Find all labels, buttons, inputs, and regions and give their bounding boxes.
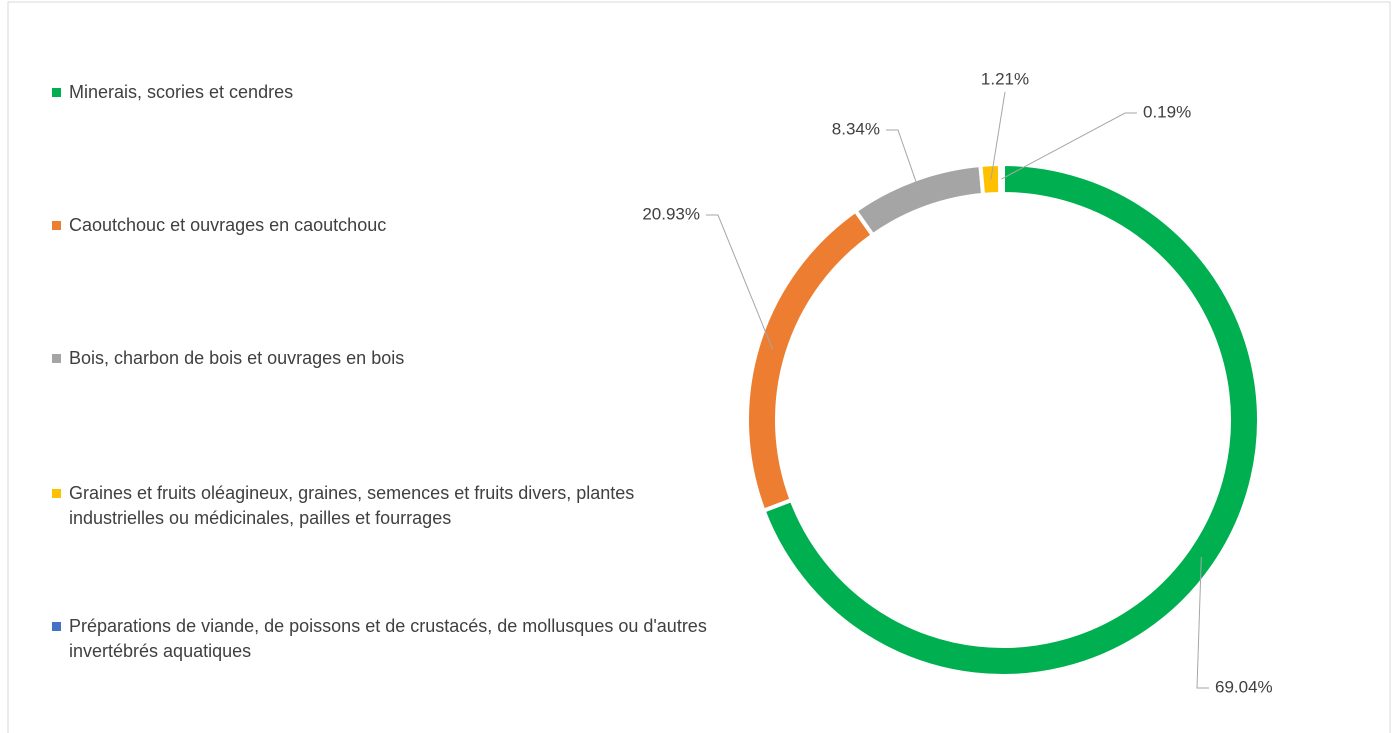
legend-item: Graines et fruits oléagineux, graines, s… bbox=[52, 481, 732, 531]
legend-swatch bbox=[52, 221, 61, 230]
data-label: 8.34% bbox=[832, 119, 880, 138]
segment bbox=[745, 207, 876, 514]
legend-item: Bois, charbon de bois et ouvrages en boi… bbox=[52, 346, 732, 371]
data-label: 0.19% bbox=[1143, 102, 1191, 121]
leader-line bbox=[990, 91, 1006, 180]
frame bbox=[7, 1, 1391, 733]
legend-swatch bbox=[52, 489, 61, 498]
legend-label: Graines et fruits oléagineux, graines, s… bbox=[69, 483, 635, 528]
leader-line bbox=[1001, 112, 1137, 180]
leader-line bbox=[886, 129, 921, 194]
legend-label: Minerais, scories et cendres bbox=[69, 82, 294, 102]
legend-swatch bbox=[52, 622, 61, 631]
data-label: 20.93% bbox=[642, 204, 700, 223]
segment bbox=[852, 162, 986, 239]
legend-item: Préparations de viande, de poissons et d… bbox=[52, 614, 732, 664]
legend-item: Minerais, scories et cendres bbox=[52, 80, 732, 105]
leader-line bbox=[706, 214, 774, 350]
legend-swatch bbox=[52, 88, 61, 97]
legend-label: Préparations de viande, de poissons et d… bbox=[69, 616, 707, 661]
legend-label: Caoutchouc et ouvrages en caoutchouc bbox=[69, 215, 387, 235]
data-label: 69.04% bbox=[1215, 677, 1273, 696]
leader-line bbox=[1196, 556, 1209, 689]
legend-item: Caoutchouc et ouvrages en caoutchouc bbox=[52, 213, 732, 238]
legend-label: Bois, charbon de bois et ouvrages en boi… bbox=[69, 348, 405, 368]
data-label: 1.21% bbox=[981, 69, 1029, 88]
segment bbox=[760, 161, 1261, 678]
legend-swatch bbox=[52, 354, 61, 363]
segment bbox=[978, 161, 1003, 198]
segment bbox=[997, 161, 1005, 197]
